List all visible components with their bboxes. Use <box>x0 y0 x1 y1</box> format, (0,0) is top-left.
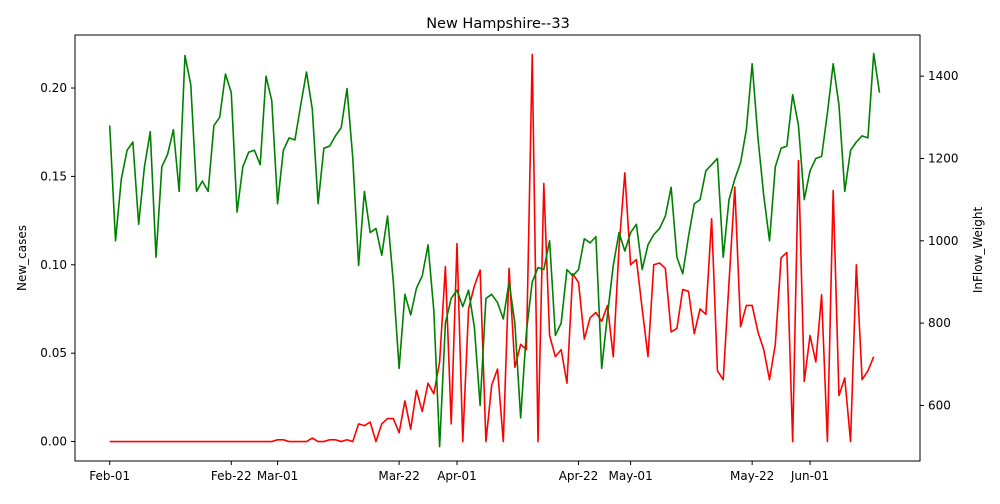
y-tick-label: 0.20 <box>40 81 67 95</box>
y-tick-label: 0.00 <box>40 435 67 449</box>
y-tick-label: 0.15 <box>40 169 67 183</box>
y2-tick-label: 1000 <box>928 234 959 248</box>
x-tick-label: Mar-01 <box>257 469 298 483</box>
x-tick-label: Apr-22 <box>559 469 599 483</box>
x-tick-label: May-22 <box>730 469 774 483</box>
y2-tick-label: 1400 <box>928 69 959 83</box>
y-axis-label: New_cases <box>15 225 29 291</box>
y2-axis-label: InFlow_Weight <box>971 207 985 294</box>
plot-frame <box>74 34 921 462</box>
x-tick-label: Jun-01 <box>790 469 829 483</box>
x-tick-label: May-01 <box>609 469 653 483</box>
x-tick-label: Mar-22 <box>378 469 419 483</box>
y-tick-label: 0.10 <box>40 258 67 272</box>
y2-tick-label: 1200 <box>928 151 959 165</box>
plot-area <box>108 52 881 448</box>
x-tick-label: Apr-01 <box>437 469 477 483</box>
x-tick-label: Feb-01 <box>89 469 130 483</box>
series-line-new-cases <box>109 53 875 443</box>
axes: Feb-01 Feb-22 Mar-01 Mar-22 Apr-01 Apr-22 May-… <box>40 34 959 483</box>
chart-title: New Hampshire--33 <box>426 16 570 32</box>
y2-tick-label: 800 <box>928 316 951 330</box>
y-tick-label: 0.05 <box>40 346 67 360</box>
y2-tick-label: 600 <box>928 398 951 412</box>
x-tick-label: Feb-22 <box>211 469 252 483</box>
series-line-inflow-weight <box>108 52 881 448</box>
